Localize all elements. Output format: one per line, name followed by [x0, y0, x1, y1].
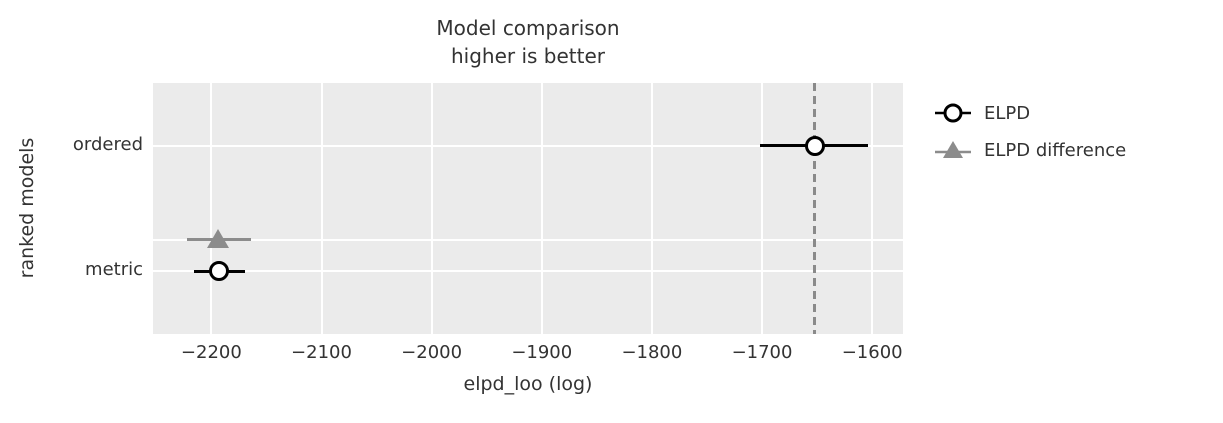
x-gridline — [210, 83, 213, 334]
elpd-legend-marker-icon — [935, 103, 971, 123]
x-tick-label: −1700 — [731, 342, 793, 363]
y-gridline — [153, 144, 903, 147]
x-gridline — [320, 83, 323, 334]
x-gridline — [540, 83, 543, 334]
x-gridline — [430, 83, 433, 334]
legend-item-elpd-difference: ELPD difference — [933, 135, 1126, 165]
reference-dashed-line — [813, 83, 817, 334]
x-gridline — [871, 83, 874, 334]
chart-title: Model comparison higher is better — [153, 14, 903, 70]
x-tick-label: −1900 — [511, 342, 573, 363]
x-gridline — [761, 83, 764, 334]
y-gridline — [153, 238, 903, 241]
legend: ELPD ELPD difference — [933, 98, 1126, 165]
x-axis-label: elpd_loo (log) — [463, 373, 593, 395]
elpd-difference-marker-metric — [206, 228, 229, 248]
y-tick-label: metric — [85, 259, 143, 281]
plot-area — [153, 83, 903, 334]
x-tick-label: −2000 — [401, 342, 463, 363]
x-gridline — [650, 83, 653, 334]
legend-item-elpd: ELPD — [933, 98, 1126, 128]
legend-label-elpd-difference: ELPD difference — [984, 139, 1127, 161]
x-tick-label: −1800 — [621, 342, 683, 363]
x-tick-label: −1600 — [841, 342, 903, 363]
elpd-difference-legend-marker-icon — [935, 141, 971, 158]
x-tick-label: −2100 — [291, 342, 352, 363]
chart-title-line2: higher is better — [450, 44, 606, 68]
y-gridline — [153, 270, 903, 273]
elpd-marker-metric — [209, 261, 230, 282]
x-tick-label: −2200 — [180, 342, 242, 363]
y-axis-label: ranked models — [16, 137, 38, 279]
y-tick-label: ordered — [72, 133, 143, 155]
chart-title-line1: Model comparison — [436, 16, 620, 40]
legend-label-elpd: ELPD — [984, 102, 1031, 124]
elpd-marker-ordered — [804, 135, 825, 156]
